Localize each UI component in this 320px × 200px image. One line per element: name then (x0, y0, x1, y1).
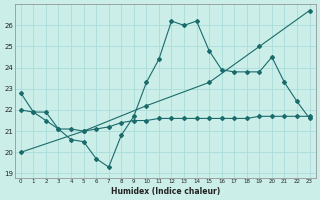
X-axis label: Humidex (Indice chaleur): Humidex (Indice chaleur) (111, 187, 220, 196)
